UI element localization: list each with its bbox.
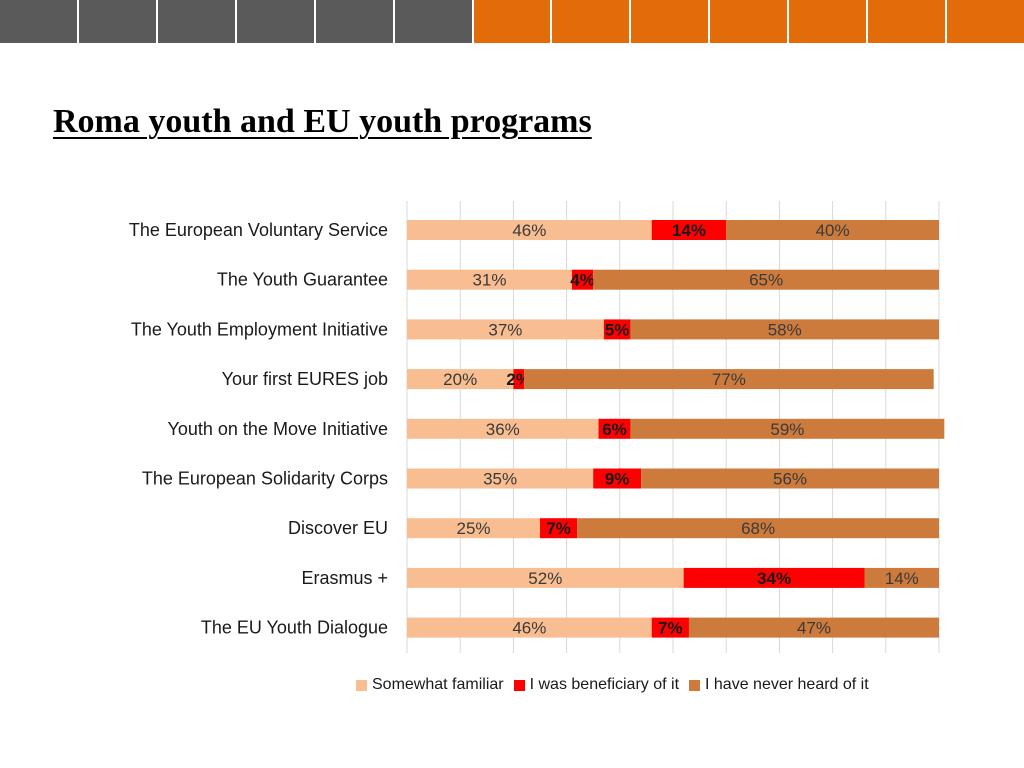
legend-label: I have never heard of it (705, 676, 869, 693)
legend-item: I was beneficiary of it (513, 676, 680, 694)
bar-segment (571, 269, 594, 290)
data-label: 47% (797, 619, 831, 638)
bar-segment (407, 518, 540, 539)
topbar-segment (868, 0, 946, 43)
data-label: 14% (672, 221, 706, 240)
data-label: 65% (749, 271, 783, 290)
topbar-segment (157, 0, 235, 43)
topbar-segment (236, 0, 314, 43)
bar-segment (407, 617, 652, 638)
data-label: 59% (770, 420, 804, 439)
topbar-segment (710, 0, 788, 43)
bar-segment (513, 369, 525, 390)
bar-segment (651, 617, 689, 638)
data-label: 52% (528, 569, 562, 588)
category-label: Discover EU (288, 518, 388, 538)
topbar-segment (0, 0, 77, 43)
topbar-segment (947, 0, 1024, 43)
bar-segment (726, 220, 939, 240)
data-label: 20% (443, 370, 477, 389)
stacked-bar-chart: The European Voluntary Service 46% 14% 40% T… (0, 195, 1024, 715)
legend-swatch (356, 679, 367, 691)
data-label: 7% (658, 619, 683, 638)
legend-swatch (513, 679, 525, 691)
data-label: 9% (605, 470, 630, 489)
data-label: 14% (885, 569, 919, 588)
data-label: 6% (602, 420, 627, 439)
data-label: 46% (512, 221, 546, 240)
data-label: 36% (486, 420, 520, 439)
slide-title: Roma youth and EU youth programs (53, 103, 592, 140)
data-label: 40% (816, 221, 850, 240)
data-label: 35% (483, 470, 517, 489)
bar-segment (540, 518, 578, 539)
data-label: 7% (546, 519, 571, 538)
legend-item: I have never heard of it (689, 676, 869, 694)
topbar-segment (631, 0, 709, 43)
bar-segment (407, 220, 652, 240)
category-label: Your first EURES job (222, 369, 388, 389)
bar-segment (630, 319, 939, 340)
data-label: 31% (472, 271, 506, 290)
bar-segment (593, 468, 642, 489)
bar-segment (683, 567, 865, 588)
category-label: The EU Youth Dialogue (201, 618, 388, 638)
data-label: 68% (741, 519, 775, 538)
category-label: Erasmus + (301, 568, 388, 588)
bar-segment (688, 617, 939, 638)
legend-swatch (689, 679, 701, 691)
category-label: The Youth Employment Initiative (131, 319, 388, 339)
bar-segment (407, 468, 594, 489)
bar-segment (593, 269, 939, 290)
topbar-segment (78, 0, 156, 43)
data-label: 4% (570, 271, 595, 290)
bar-segment (524, 369, 934, 390)
category-label: The Youth Guarantee (217, 270, 388, 290)
data-label: 58% (768, 320, 802, 339)
data-label: 77% (712, 370, 746, 389)
data-label: 5% (605, 320, 630, 339)
bar-segment (407, 418, 599, 439)
data-label: 46% (512, 619, 546, 638)
topbar-segment (315, 0, 393, 43)
category-label: The European Solidarity Corps (142, 469, 388, 489)
topbar-segment (552, 0, 630, 43)
bar-segment (407, 567, 684, 588)
chart-legend: Somewhat familiar I was beneficiary of it… (356, 676, 869, 694)
data-label: 37% (488, 320, 522, 339)
bar-segment (641, 468, 939, 489)
bar-segment (864, 567, 939, 588)
bar-segment (598, 418, 631, 439)
category-label: The European Voluntary Service (129, 220, 388, 240)
legend-label: Somewhat familiar (372, 676, 504, 693)
bar-segment (630, 418, 945, 439)
chart-svg: The European Voluntary Service 46% 14% 40% T… (129, 201, 945, 653)
legend-label: I was beneficiary of it (529, 676, 680, 693)
legend-item: Somewhat familiar (356, 676, 504, 694)
bar-segment (407, 369, 514, 390)
bar-segment (651, 220, 727, 240)
data-label: 56% (773, 470, 807, 489)
topbar-segment (789, 0, 867, 43)
category-label: Youth on the Move Initiative (168, 419, 388, 439)
bar-segment (603, 319, 631, 340)
data-label: 25% (456, 519, 490, 538)
data-label: 34% (757, 569, 791, 588)
bar-segment (407, 269, 572, 290)
top-decorative-bar (0, 0, 1024, 43)
topbar-segment (394, 0, 472, 43)
bar-segment (577, 518, 939, 539)
bar-segment (407, 319, 604, 340)
topbar-segment (473, 0, 551, 43)
